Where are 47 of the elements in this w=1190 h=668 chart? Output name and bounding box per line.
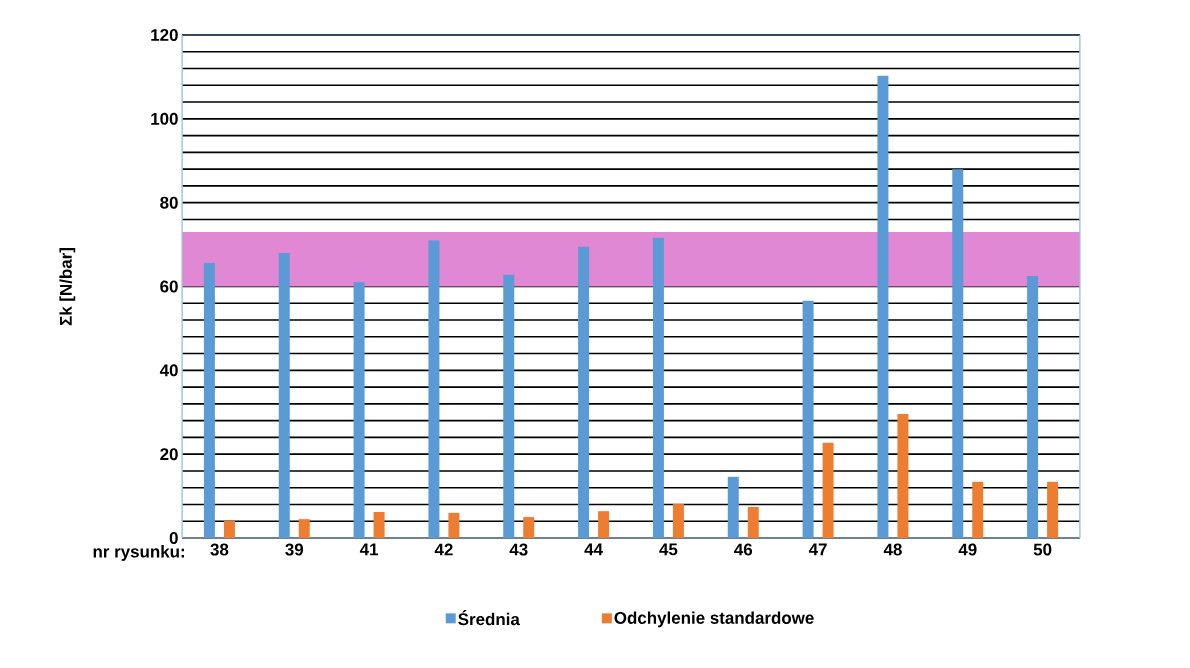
bar xyxy=(523,517,535,538)
x-tick-label: 39 xyxy=(285,543,304,556)
x-tick-label: 38 xyxy=(210,543,229,556)
y-tick-label: 100 xyxy=(151,112,178,125)
bar xyxy=(278,252,290,538)
x-tick-label: 47 xyxy=(808,543,827,556)
bar xyxy=(448,512,460,538)
bar xyxy=(802,300,814,538)
bar xyxy=(727,476,739,538)
bar xyxy=(428,240,440,538)
y-tick-label: 120 xyxy=(151,28,178,41)
x-tick-label: 45 xyxy=(659,543,678,556)
x-axis-title: nr rysunku: xyxy=(93,545,185,561)
x-tick-label: 41 xyxy=(359,543,379,556)
bar xyxy=(223,520,235,538)
bar xyxy=(298,519,310,538)
bar xyxy=(747,506,759,538)
legend-label: Odchylenie standardowe xyxy=(614,611,814,628)
bar xyxy=(877,75,889,538)
bar xyxy=(897,413,909,538)
x-tick-label: 42 xyxy=(434,543,453,556)
bar xyxy=(972,481,984,538)
y-tick-label: 60 xyxy=(160,280,178,293)
bar xyxy=(952,169,964,538)
legend-label: Średnia xyxy=(458,610,520,626)
bar xyxy=(353,282,365,538)
y-tick-label: 40 xyxy=(159,364,178,377)
x-tick-label: 49 xyxy=(958,543,977,556)
bar xyxy=(1047,481,1059,538)
x-tick-label: 50 xyxy=(1033,543,1052,556)
bar xyxy=(503,274,515,538)
bar xyxy=(203,263,215,538)
x-tick-label: 46 xyxy=(734,543,753,556)
bar xyxy=(578,246,590,538)
x-tick-label: 44 xyxy=(584,543,603,556)
x-tick-label: 48 xyxy=(883,543,902,556)
bar xyxy=(598,511,610,538)
bar xyxy=(652,237,664,538)
bar xyxy=(1027,276,1039,538)
bar xyxy=(822,442,834,538)
bar xyxy=(672,504,684,538)
bar xyxy=(373,512,385,538)
y-axis-title: Σk [N/bar] xyxy=(59,248,76,326)
y-tick-label: 0 xyxy=(169,532,178,544)
y-tick-label: 80 xyxy=(160,196,178,209)
y-tick-label: 20 xyxy=(160,448,178,461)
x-tick-label: 43 xyxy=(509,543,528,556)
